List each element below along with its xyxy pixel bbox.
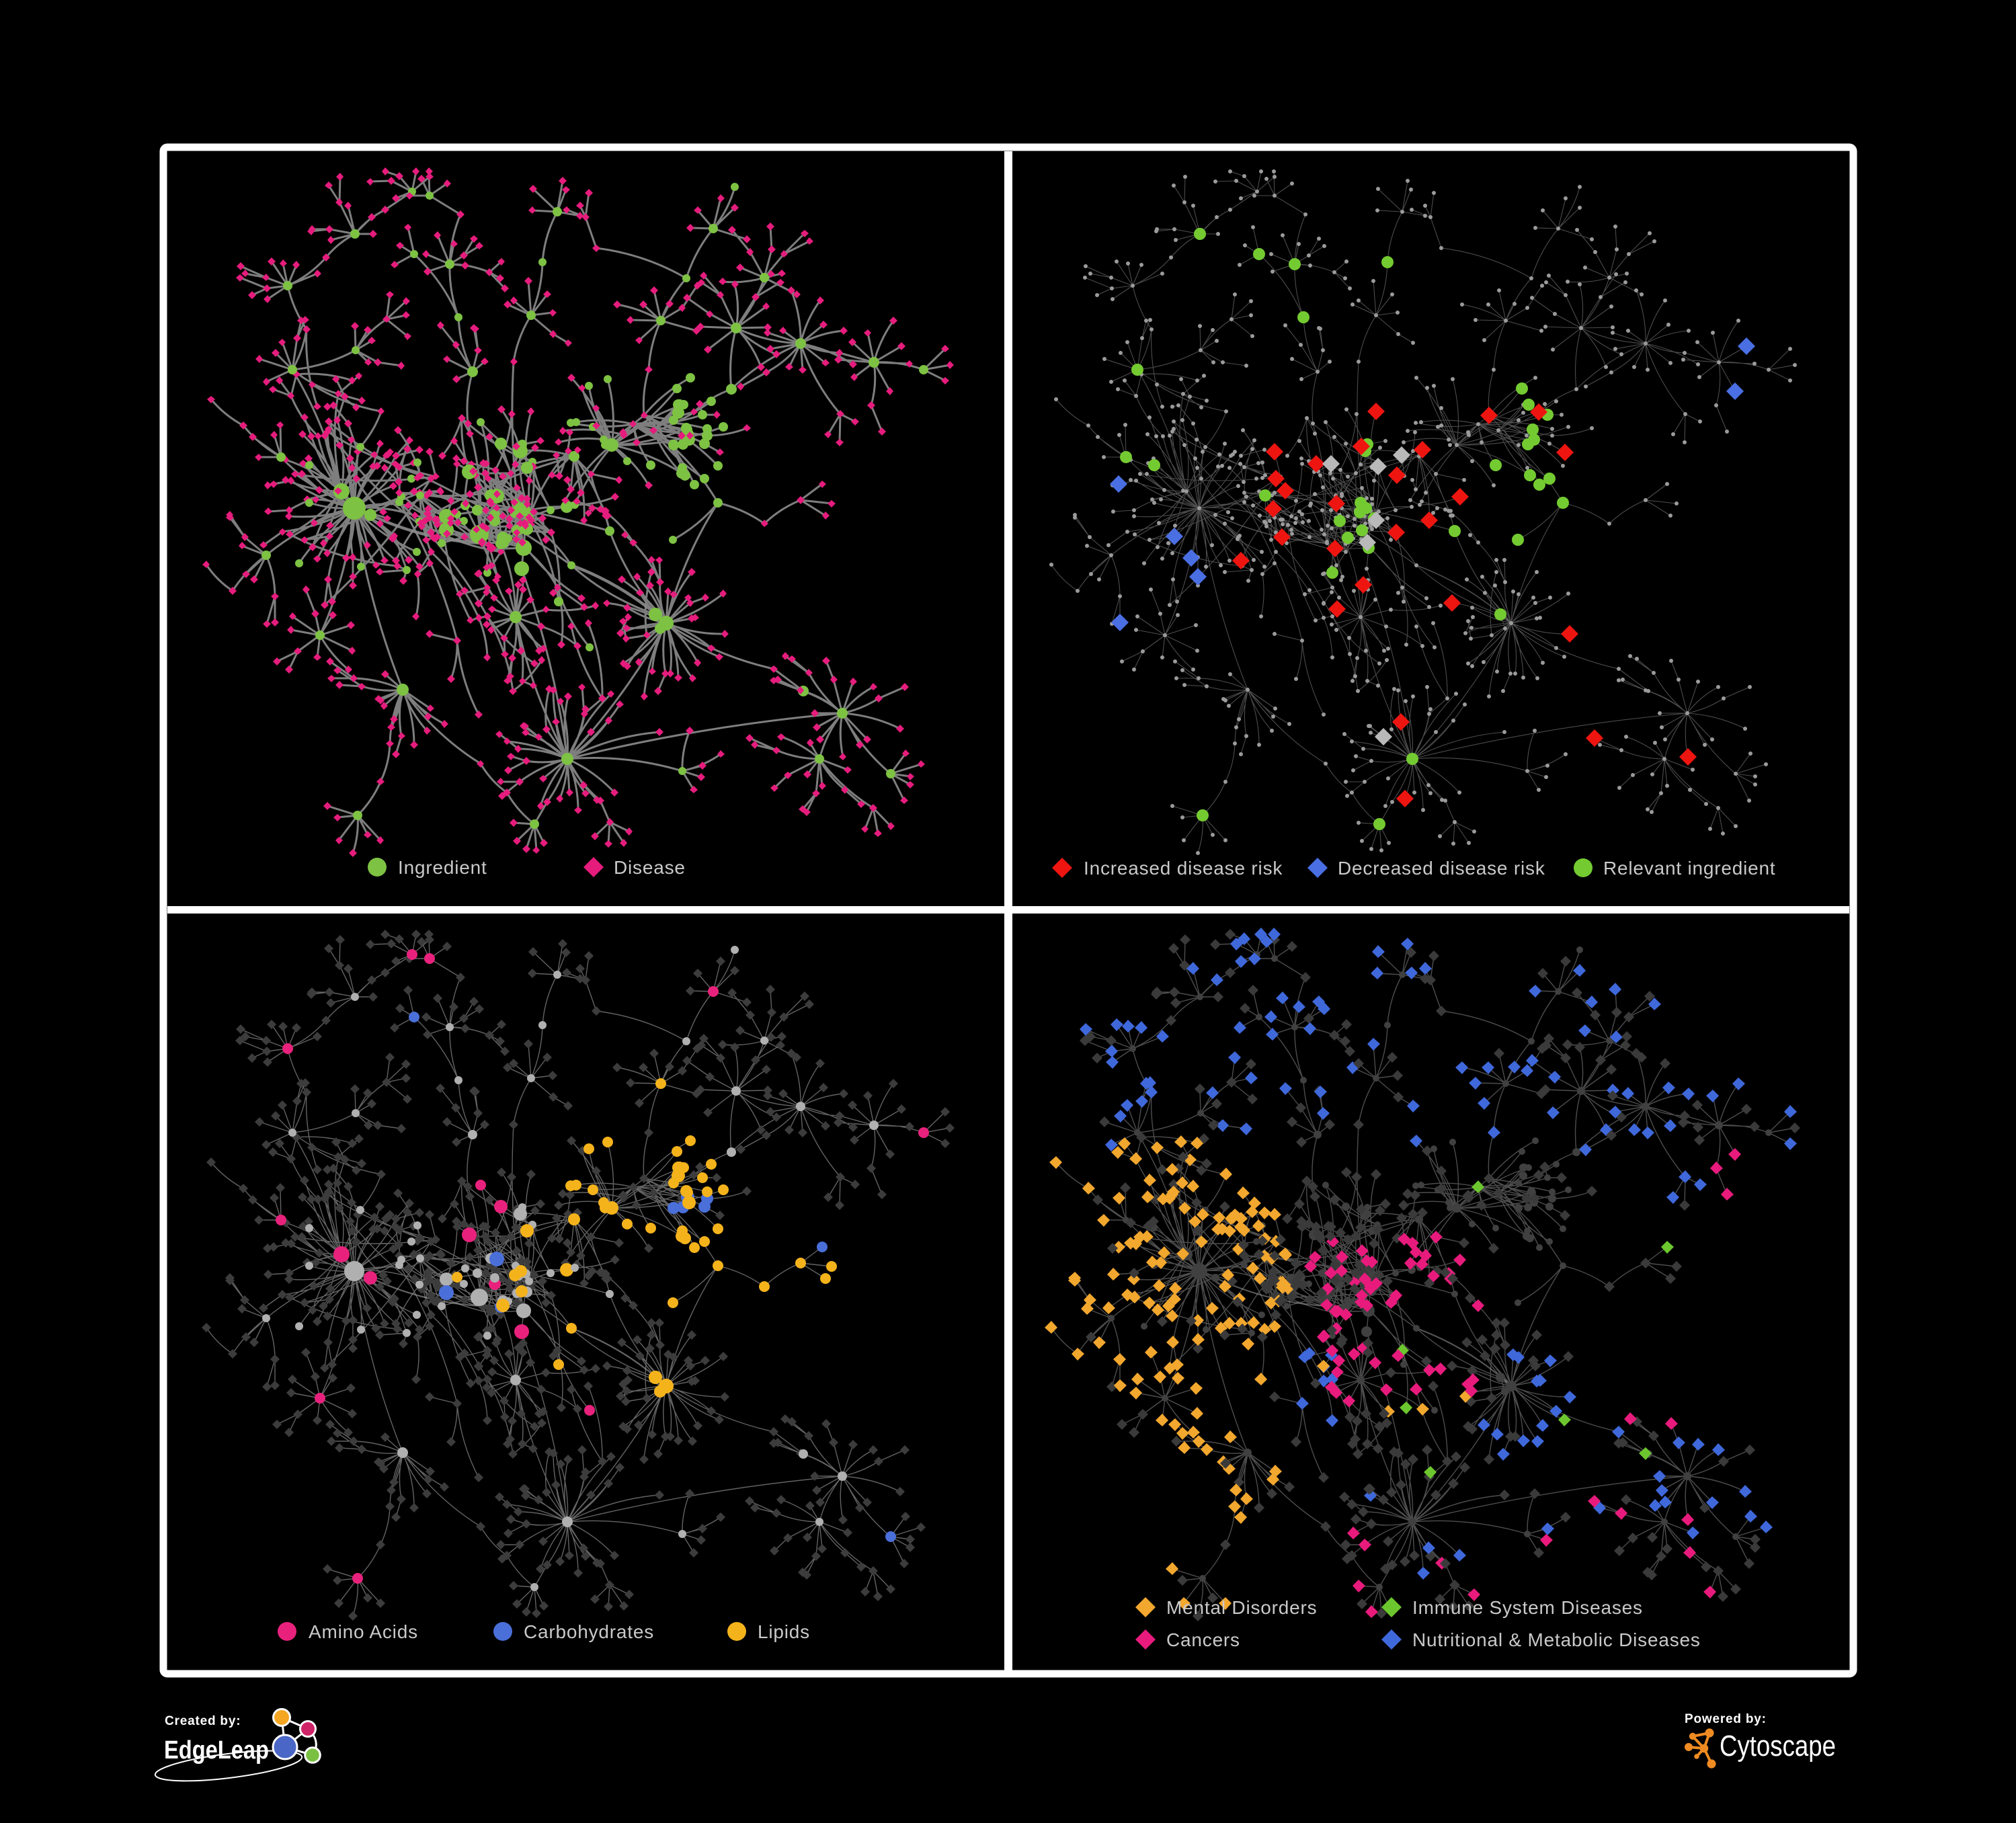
svg-text:Nutritional & Metabolic Diseas: Nutritional & Metabolic Diseases xyxy=(1412,1629,1701,1650)
svg-text:Decreased disease risk: Decreased disease risk xyxy=(1338,858,1545,879)
svg-text:Amino Acids: Amino Acids xyxy=(309,1621,418,1642)
svg-text:Relevant ingredient: Relevant ingredient xyxy=(1603,858,1775,879)
svg-text:Lipids: Lipids xyxy=(758,1621,810,1642)
svg-text:Carbohydrates: Carbohydrates xyxy=(524,1621,654,1642)
svg-text:Cancers: Cancers xyxy=(1166,1629,1240,1650)
svg-text:Created by:: Created by: xyxy=(165,1714,241,1728)
svg-text:Immune System Diseases: Immune System Diseases xyxy=(1412,1597,1643,1618)
svg-text:Mental Disorders: Mental Disorders xyxy=(1166,1597,1317,1618)
svg-text:Powered by:: Powered by: xyxy=(1685,1712,1767,1726)
svg-text:Ingredient: Ingredient xyxy=(398,857,487,878)
svg-text:Cytoscape: Cytoscape xyxy=(1720,1730,1836,1763)
svg-text:EdgeLeap: EdgeLeap xyxy=(164,1736,269,1765)
svg-text:Increased disease risk: Increased disease risk xyxy=(1084,858,1283,879)
svg-text:Disease: Disease xyxy=(614,857,686,878)
